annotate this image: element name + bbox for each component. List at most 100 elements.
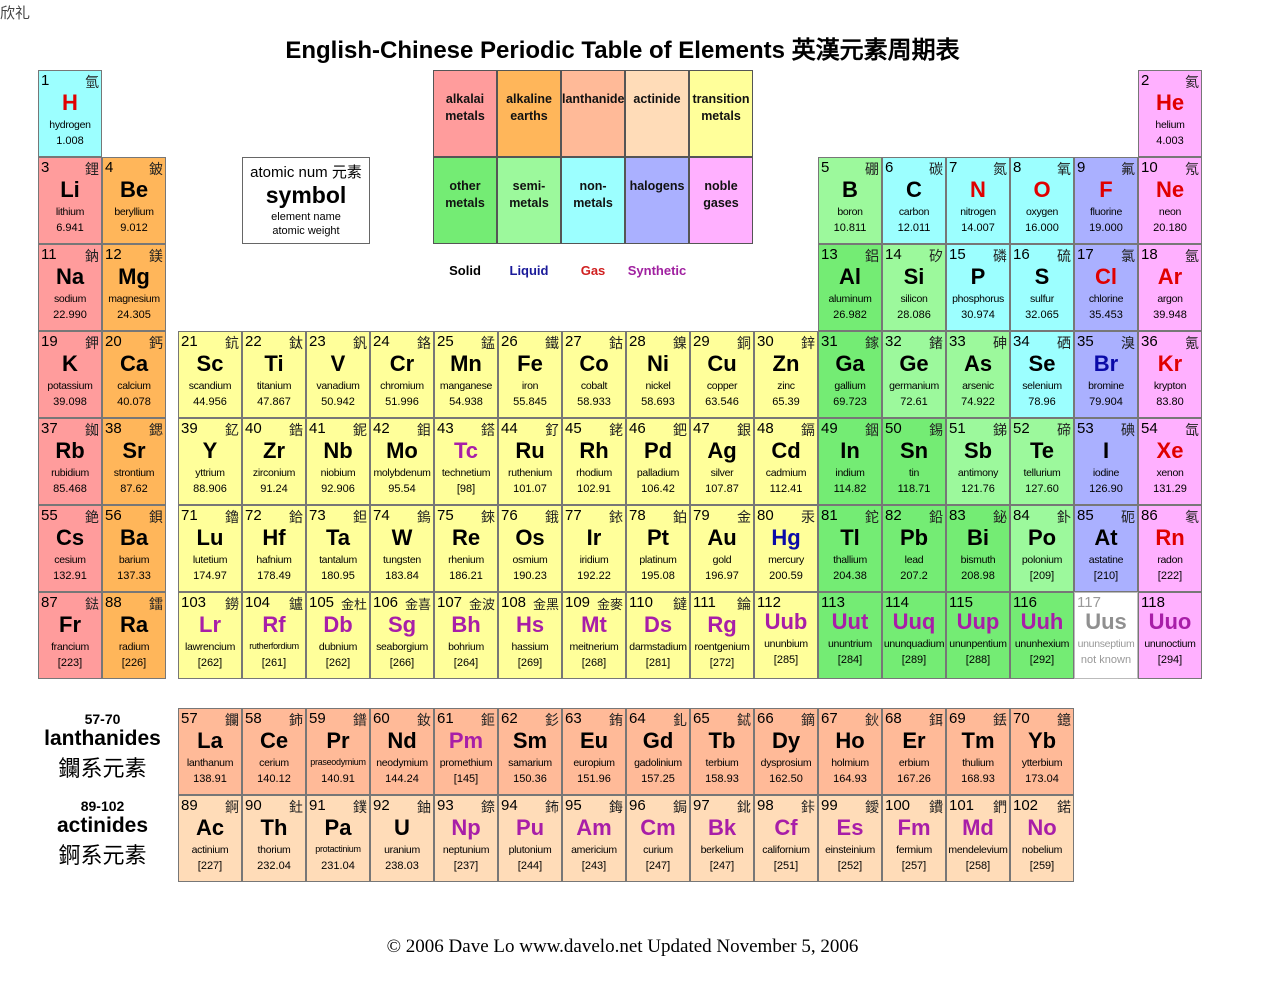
atomic-number: 97 xyxy=(693,797,710,814)
element-cell-roentgenium: 111 錀 Rg roentgenium [272] xyxy=(690,592,754,679)
chinese-name: 錼 xyxy=(481,800,495,816)
element-cell-actinium: 89 錒 Ac actinium [227] xyxy=(178,795,242,882)
atomic-weight: [264] xyxy=(453,657,479,669)
element-cell-manganese: 25 錳 Mn manganese 54.938 xyxy=(434,331,498,418)
element-symbol: Ag xyxy=(707,438,737,463)
element-name: oxygen xyxy=(1025,206,1059,218)
chinese-name: 錫 xyxy=(929,423,943,439)
atomic-number: 101 xyxy=(949,797,975,814)
atomic-weight: 85.468 xyxy=(53,483,87,495)
element-cell-curium: 96 鋦 Cm curium [247] xyxy=(626,795,690,882)
atomic-number: 82 xyxy=(885,507,902,524)
element-cell-holmium: 67 鈥 Ho holmium 164.93 xyxy=(818,708,882,795)
element-name: ununoctium xyxy=(1144,638,1196,650)
atomic-number: 15 xyxy=(949,246,966,263)
atomic-weight: [285] xyxy=(773,654,799,666)
chinese-name: 氧 xyxy=(1057,162,1071,178)
element-symbol: Mn xyxy=(450,351,482,376)
element-name: magnesium xyxy=(108,293,160,305)
element-symbol: Re xyxy=(451,525,481,550)
element-cell-ununseptium: 117 Uus ununseptium not known xyxy=(1074,592,1138,679)
element-name: rutherfordium xyxy=(249,641,299,651)
element-cell-samarium: 62 釤 Sm samarium 150.36 xyxy=(498,708,562,795)
atomic-weight: [294] xyxy=(1157,654,1183,666)
element-cell-ununoctium: 118 Uuo ununoctium [294] xyxy=(1138,592,1202,679)
atomic-weight: 158.93 xyxy=(705,773,739,785)
atomic-number: 63 xyxy=(565,710,582,727)
element-cell-copper: 29 銅 Cu copper 63.546 xyxy=(690,331,754,418)
atomic-weight: 39.098 xyxy=(53,396,87,408)
atomic-number: 20 xyxy=(105,333,122,350)
chinese-name: 釩 xyxy=(353,336,367,352)
atomic-number: 114 xyxy=(885,594,909,611)
element-cell-lanthanum: 57 鑭 La lanthanum 138.91 xyxy=(178,708,242,795)
legend-semimetals: semi-metals xyxy=(497,157,561,244)
element-symbol: Eu xyxy=(579,728,609,753)
element-cell-selenium: 34 硒 Se selenium 78.96 xyxy=(1010,331,1074,418)
chinese-name: 鎵 xyxy=(865,336,879,352)
footer-credit: © 2006 Dave Lo www.davelo.net Updated No… xyxy=(386,936,859,957)
atomic-number: 2 xyxy=(1141,72,1150,89)
element-symbol: Uup xyxy=(956,609,1000,634)
atomic-number: 116 xyxy=(1013,594,1037,611)
element-symbol: Rb xyxy=(55,438,85,463)
atomic-number: 80 xyxy=(757,507,774,524)
atomic-weight: [281] xyxy=(645,657,671,669)
element-cell-ytterbium: 70 鐿 Yb ytterbium 173.04 xyxy=(1010,708,1074,795)
element-name: ytterbium xyxy=(1021,757,1063,769)
chinese-name: 金喜 xyxy=(404,598,431,613)
atomic-number: 33 xyxy=(949,333,966,350)
chinese-name: 鉻 xyxy=(417,336,431,352)
element-symbol: Co xyxy=(579,351,609,376)
atomic-number: 74 xyxy=(373,507,390,524)
state-synthetic: Synthetic xyxy=(627,263,687,278)
atomic-weight: 204.38 xyxy=(833,570,867,582)
legend-actinide: actinide xyxy=(625,70,689,157)
atomic-number: 106 xyxy=(373,594,399,611)
element-cell-aluminum: 13 鋁 Al aluminum 26.982 xyxy=(818,244,882,331)
element-symbol: Lr xyxy=(199,612,221,637)
atomic-weight: 54.938 xyxy=(449,396,483,408)
element-symbol: Sn xyxy=(899,438,929,463)
chinese-name: 鐵 xyxy=(545,336,559,352)
element-symbol: No xyxy=(1027,815,1057,840)
atomic-number: 54 xyxy=(1141,420,1158,437)
atomic-number: 92 xyxy=(373,797,390,814)
atomic-number: 4 xyxy=(105,159,114,176)
actinides-range: 89-102 xyxy=(80,798,125,814)
atomic-number: 47 xyxy=(693,420,710,437)
element-name: dubnium xyxy=(318,641,358,653)
chinese-name: 鉺 xyxy=(929,713,943,729)
atomic-number: 103 xyxy=(181,594,207,611)
atomic-weight: [209] xyxy=(1029,570,1055,582)
element-name: roentgenium xyxy=(694,641,750,653)
element-symbol: Mo xyxy=(386,438,418,463)
element-symbol: Si xyxy=(903,264,925,289)
atomic-weight: [227] xyxy=(197,860,223,872)
atomic-weight: [289] xyxy=(901,654,927,666)
element-cell-magnesium: 12 鎂 Mg magnesium 24.305 xyxy=(102,244,166,331)
chinese-name: 汞 xyxy=(801,510,815,526)
element-name: hassium xyxy=(511,641,549,653)
atomic-number: 30 xyxy=(757,333,774,350)
element-cell-darmstadium: 110 鐽 Ds darmstadium [281] xyxy=(626,592,690,679)
atomic-number: 93 xyxy=(437,797,454,814)
element-symbol: In xyxy=(840,438,860,463)
element-cell-berkelium: 97 鉳 Bk berkelium [247] xyxy=(690,795,754,882)
actinides-title: actinides xyxy=(56,814,149,837)
element-symbol: Uub xyxy=(764,609,808,634)
element-symbol: Nd xyxy=(387,728,417,753)
atomic-number: 39 xyxy=(181,420,198,437)
chinese-name: 釤 xyxy=(545,713,559,729)
element-symbol: Uut xyxy=(831,609,869,634)
element-symbol: Pd xyxy=(643,438,673,463)
element-name: francium xyxy=(51,641,89,653)
element-cell-lutetium: 71 鑥 Lu lutetium 174.97 xyxy=(178,505,242,592)
atomic-weight: 192.22 xyxy=(577,570,611,582)
atomic-number: 72 xyxy=(245,507,262,524)
atomic-weight: 118.71 xyxy=(897,483,931,495)
element-name: curium xyxy=(643,844,673,856)
